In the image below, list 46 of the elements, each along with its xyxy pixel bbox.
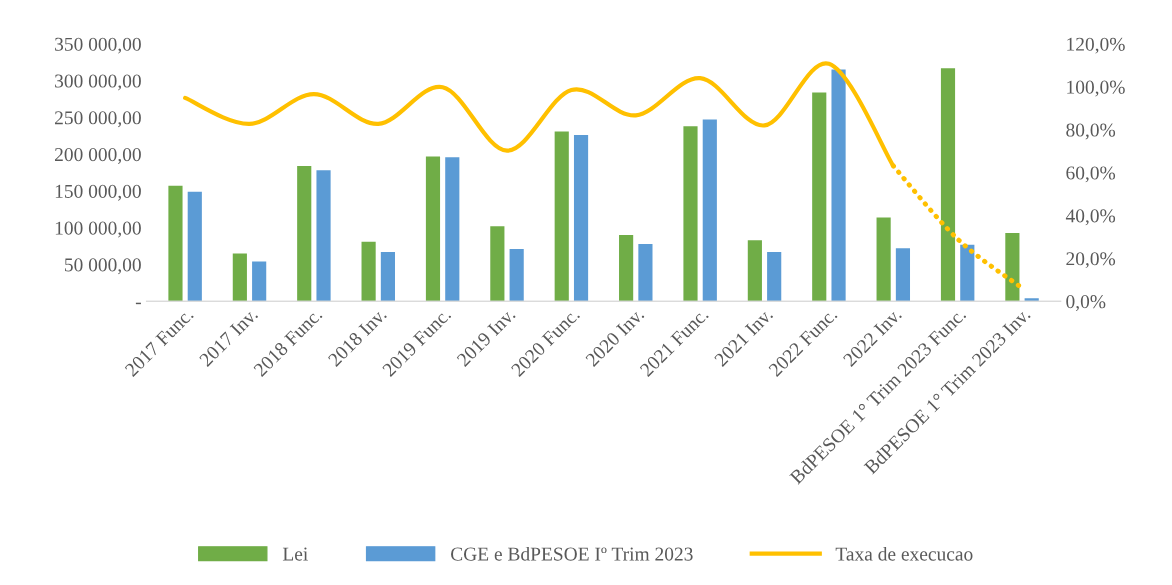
bar bbox=[876, 217, 891, 302]
bar bbox=[445, 157, 460, 302]
y2-tick-label: 100,0% bbox=[1067, 80, 1125, 97]
y-tick-label: 150 000,00 bbox=[55, 184, 141, 201]
y2-tick-label: 40,0% bbox=[1065, 209, 1116, 226]
bar bbox=[316, 170, 331, 302]
bar bbox=[767, 252, 782, 302]
y2-tick-label: 60,0% bbox=[1066, 166, 1116, 183]
bar bbox=[361, 241, 376, 302]
bar bbox=[747, 240, 762, 302]
bar bbox=[638, 243, 653, 302]
y-tick-label: - bbox=[135, 302, 141, 305]
bar bbox=[702, 119, 717, 302]
bar bbox=[252, 261, 267, 302]
bar bbox=[380, 252, 395, 302]
legend-label: Taxa de execucao bbox=[835, 546, 973, 561]
bar bbox=[683, 126, 698, 302]
bar bbox=[573, 135, 589, 302]
bar bbox=[509, 249, 524, 302]
y2-tick-label: 0,0% bbox=[1066, 295, 1106, 312]
bar bbox=[960, 244, 975, 302]
bar bbox=[168, 185, 183, 302]
y-tick-label: 50 000,00 bbox=[64, 258, 141, 275]
bar bbox=[490, 226, 505, 302]
y-tick-label: 300 000,00 bbox=[55, 74, 141, 91]
y2-tick-label: 80,0% bbox=[1066, 123, 1116, 140]
y2-tick-label: 120,0% bbox=[1067, 37, 1125, 54]
bar bbox=[1024, 298, 1039, 302]
bar bbox=[895, 248, 911, 302]
bar bbox=[232, 253, 247, 302]
bar bbox=[812, 92, 827, 302]
bar bbox=[831, 69, 846, 302]
bar bbox=[940, 68, 956, 302]
bar bbox=[619, 235, 634, 302]
y-tick-label: 200 000,00 bbox=[54, 148, 141, 164]
y-tick-label: 100 000,00 bbox=[55, 221, 141, 238]
y2-tick-label: 20,0% bbox=[1066, 252, 1116, 269]
legend-label: CGE e BdPESOE Iº Trim 2023 bbox=[451, 546, 693, 561]
bar bbox=[554, 131, 569, 302]
bar bbox=[297, 165, 312, 302]
bar bbox=[1005, 232, 1020, 302]
y-tick-label: 350 000,00 bbox=[55, 37, 141, 54]
bar bbox=[187, 191, 202, 302]
bar bbox=[425, 156, 441, 302]
legend-label: Lei bbox=[282, 547, 308, 561]
y-tick-label: 250 000,00 bbox=[54, 111, 141, 128]
